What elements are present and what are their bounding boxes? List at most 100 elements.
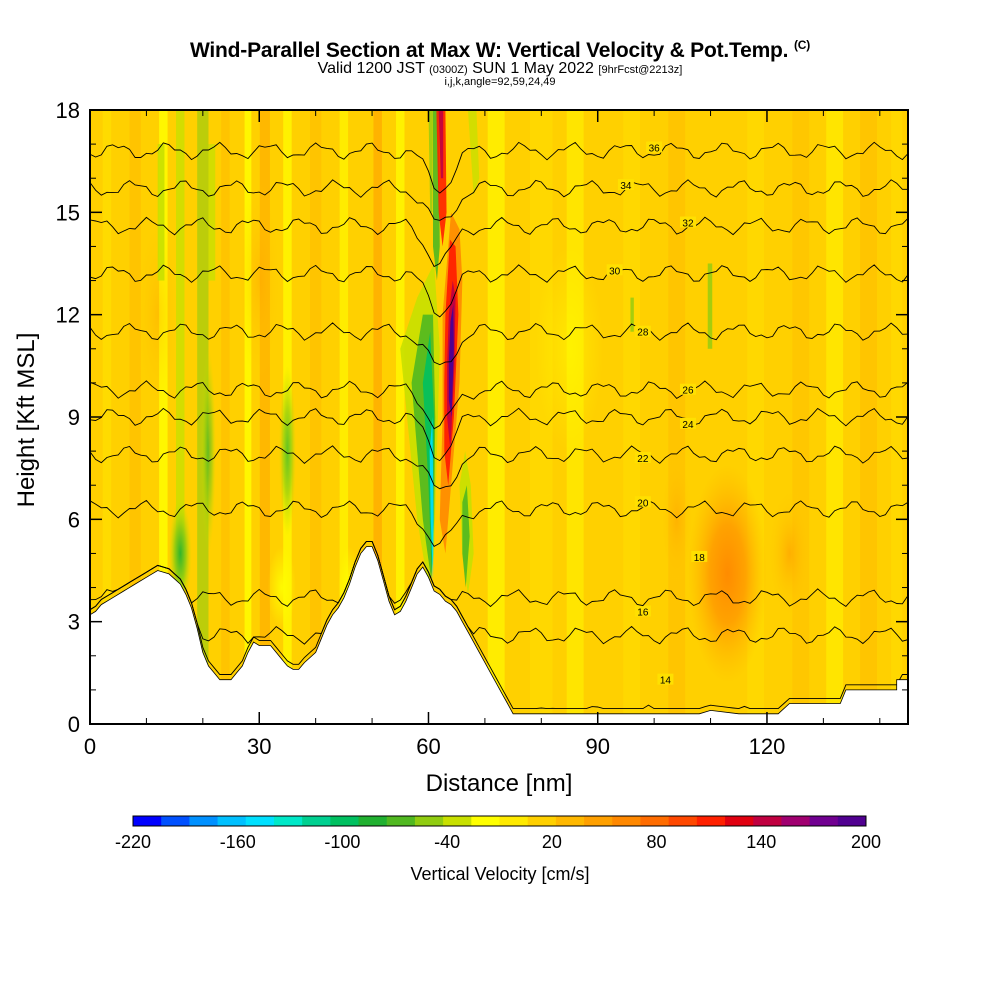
velocity-blob-2	[659, 451, 694, 588]
theta-label-bg-16	[634, 605, 651, 617]
colorbar-swatch-3	[217, 816, 247, 826]
green-stripe-0	[157, 144, 165, 281]
colorbar-tick-label-20: 20	[542, 832, 562, 852]
velocity-band-16	[623, 110, 641, 724]
theta-contour-34	[90, 179, 908, 221]
theta-label-bg-20	[634, 496, 651, 508]
terrain-shape	[89, 546, 909, 725]
downdraft-upper-right	[467, 110, 480, 196]
colorbar-swatch-11	[443, 816, 472, 826]
downdraft-right-inner	[462, 485, 470, 588]
colorbar-swatch-4	[245, 816, 275, 826]
chart-subtitle-indices: i,j,k,angle=92,59,24,49	[444, 76, 556, 88]
colorbar-swatch-0	[133, 816, 162, 826]
updraft-upper-inner	[438, 110, 444, 179]
theta-contour-24	[90, 407, 908, 462]
theta-label-bg-30	[606, 264, 623, 276]
colorbar-tick-label-200: 200	[851, 832, 881, 852]
velocity-band-19	[792, 110, 810, 724]
velocity-band-13	[487, 110, 505, 724]
downdraft-upper-strip-2	[428, 110, 433, 213]
velocity-blob-0	[687, 464, 767, 684]
colorbar-swatch-21	[725, 816, 754, 826]
colorbar-tick-label-140: 140	[746, 832, 776, 852]
theta-contour-30	[90, 264, 908, 318]
colorbar-swatch-25	[837, 816, 867, 826]
theta-label-bg-28	[634, 325, 651, 337]
theta-contour-18	[90, 541, 908, 608]
velocity-blob-8	[535, 246, 604, 452]
subtitle-date: SUN 1 May 2022	[472, 60, 594, 77]
y-axis-title: Height [Kft MSL]	[13, 333, 40, 508]
theta-label-bg-36	[646, 141, 663, 153]
y-tick-label-12: 12	[56, 303, 80, 328]
colorbar-swatch-12	[471, 816, 500, 826]
theta-label-26: 26	[682, 386, 694, 397]
y-tick-label-0: 0	[68, 712, 80, 737]
velocity-band-1	[129, 110, 141, 724]
colorbar-swatch-2	[189, 816, 219, 826]
y-tick-label-15: 15	[56, 200, 80, 225]
chart-title: Wind-Parallel Section at Max W: Vertical…	[189, 38, 811, 62]
theta-contour-32	[90, 216, 908, 268]
velocity-band-14	[530, 110, 553, 724]
colorbar-swatch-13	[499, 816, 529, 826]
subtitle-zulu: (0300Z)	[429, 64, 468, 76]
x-axis-title: Distance [nm]	[426, 770, 573, 797]
axis-labels: Distance [nm] Height [Kft MSL] Vertical …	[13, 333, 590, 884]
colorbar-swatch-18	[640, 816, 670, 826]
velocity-blob-10	[135, 212, 181, 417]
theta-label-bg-18	[691, 550, 708, 562]
theta-label-bg-14	[657, 673, 674, 685]
terrain-mask	[89, 546, 909, 725]
theta-label-bg-26	[679, 383, 696, 395]
colorbar-label: Vertical Velocity [cm/s]	[410, 864, 589, 884]
velocity-blob-1	[766, 485, 813, 622]
colorbar-tick-label--160: -160	[220, 832, 256, 852]
colorbar-swatch-9	[386, 816, 416, 826]
theta-label-32: 32	[682, 219, 694, 230]
theta-contour-22	[90, 445, 908, 490]
x-tick-label-0: 0	[84, 734, 96, 759]
y-tick-label-18: 18	[56, 98, 80, 123]
chart-subtitle: Valid 1200 JST (0300Z) SUN 1 May 2022 [9…	[0, 60, 1000, 78]
colorbar-tick-label-80: 80	[647, 832, 667, 852]
velocity-band-12	[396, 110, 405, 724]
green-stripe-3	[630, 297, 634, 332]
velocity-band-21	[860, 110, 877, 724]
colorbar-swatch-17	[612, 816, 641, 826]
theta-label-14: 14	[660, 676, 672, 687]
x-tick-label-120: 120	[749, 734, 786, 759]
colorbar-swatch-24	[809, 816, 839, 826]
colorbar-swatch-6	[302, 816, 331, 826]
downdraft-core-left	[429, 417, 434, 581]
theta-label-16: 16	[637, 607, 649, 618]
colorbar-swatch-5	[273, 816, 303, 826]
colorbar-swatch-19	[668, 816, 698, 826]
velocity-blob-6	[267, 546, 296, 629]
theta-label-24: 24	[682, 420, 694, 431]
colorbar-tick-label--40: -40	[434, 832, 460, 852]
colorbar-swatch-15	[555, 816, 585, 826]
theta-label-36: 36	[649, 144, 661, 155]
velocity-band-3	[176, 110, 185, 724]
y-tick-label-3: 3	[68, 610, 80, 635]
y-tick-label-9: 9	[68, 405, 80, 430]
y-tick-label-6: 6	[68, 507, 80, 532]
colorbar-swatch-10	[414, 816, 444, 826]
theta-label-28: 28	[637, 328, 649, 339]
velocity-blob-4	[201, 348, 216, 554]
theta-contour-28	[90, 322, 908, 366]
theta-contour-26	[90, 380, 908, 430]
theta-contour-14	[90, 541, 908, 710]
green-stripe-2	[707, 263, 713, 349]
theta-label-30: 30	[609, 266, 621, 277]
velocity-band-0	[102, 110, 112, 724]
theta-contour-16	[90, 541, 908, 645]
colorbar-swatch-8	[358, 816, 388, 826]
x-tick-label-30: 30	[247, 734, 271, 759]
velocity-band-20	[826, 110, 844, 724]
potential-temperature-contours: 14 16 18 20 22 24 26 28 30 32 34 36	[90, 141, 908, 710]
